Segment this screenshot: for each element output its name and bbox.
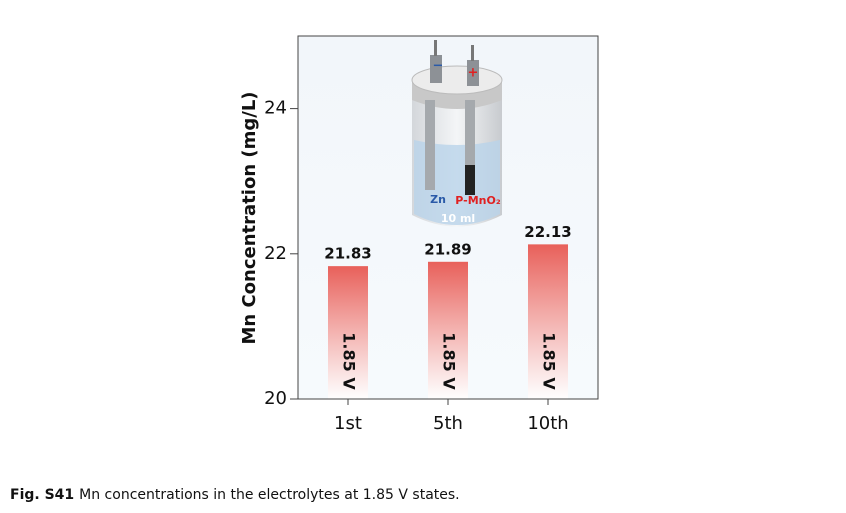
caption-text: Mn concentrations in the electrolytes at… bbox=[79, 487, 459, 503]
bar-value-label: 22.13 bbox=[524, 223, 571, 241]
volume-label: 10 ml bbox=[441, 212, 475, 225]
bar-annotation: 1.85 V bbox=[340, 332, 359, 390]
anode-label: Zn bbox=[430, 193, 446, 206]
bar-value-label: 21.89 bbox=[424, 240, 471, 258]
caption: Fig. S41 Mn concentrations in the electro… bbox=[10, 487, 460, 503]
bar bbox=[428, 261, 468, 399]
inset-cell: − + Zn P-MnO₂ 10 ml bbox=[411, 40, 503, 227]
bar bbox=[328, 266, 368, 399]
caption-label: Fig. S41 bbox=[10, 487, 74, 503]
bar-annotation: 1.85 V bbox=[440, 332, 459, 390]
bar bbox=[528, 244, 568, 399]
y-axis-title: Mn Concentration (mg/L) bbox=[239, 91, 260, 344]
y-tick-label: 24 bbox=[264, 98, 287, 119]
minus-label: − bbox=[433, 59, 444, 74]
plus-label: + bbox=[468, 66, 479, 81]
bar-annotation: 1.85 V bbox=[540, 332, 559, 390]
y-tick-label: 20 bbox=[264, 388, 287, 409]
y-tick-label: 22 bbox=[264, 243, 287, 264]
x-tick-label: 5th bbox=[433, 413, 463, 434]
cathode-label: P-MnO₂ bbox=[455, 194, 501, 207]
x-tick-label: 1st bbox=[334, 413, 362, 434]
bar-value-label: 21.83 bbox=[324, 245, 371, 263]
x-tick-label: 10th bbox=[527, 413, 568, 434]
